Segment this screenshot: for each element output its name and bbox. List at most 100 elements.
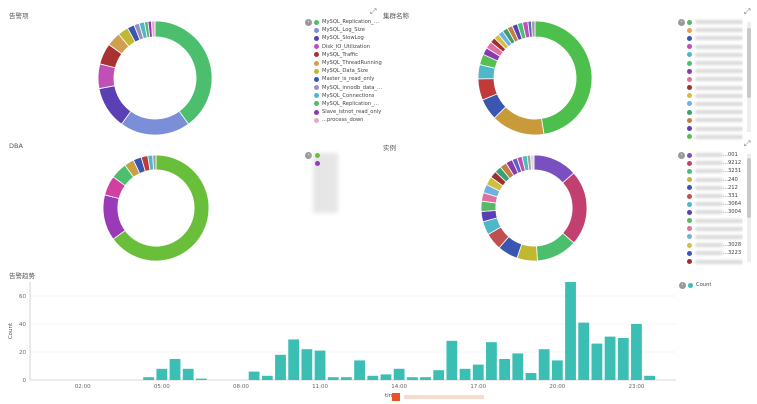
- legend-item-1[interactable]: [687, 26, 743, 34]
- legend-toggle-icon[interactable]: ›: [305, 152, 312, 159]
- bar-9[interactable]: [301, 349, 313, 380]
- donut-slice-0[interactable]: [112, 154, 210, 262]
- legend-item-3[interactable]: [687, 43, 743, 51]
- bar-21[interactable]: [459, 368, 471, 380]
- bar-6[interactable]: [261, 375, 273, 380]
- bar-0[interactable]: [143, 377, 155, 380]
- donut-slice-20[interactable]: [530, 154, 535, 171]
- donut-slice-0[interactable]: [534, 20, 593, 135]
- legend-item-8[interactable]: MySQL_innodb_data_...: [314, 84, 382, 92]
- legend-toggle-icon[interactable]: ›: [305, 19, 312, 26]
- legend-item-6[interactable]: [687, 67, 743, 75]
- legend-scrollbar[interactable]: [747, 154, 751, 262]
- legend-item-9[interactable]: [687, 225, 743, 233]
- legend-toggle-icon[interactable]: ›: [678, 19, 685, 26]
- bar-29[interactable]: [565, 282, 576, 380]
- legend-item-10[interactable]: MySQL_Replication_N...: [314, 100, 382, 108]
- legend-scrollbar[interactable]: [747, 22, 751, 132]
- bar-24[interactable]: [499, 359, 511, 380]
- legend-item-13[interactable]: [687, 257, 743, 265]
- bar-7[interactable]: [275, 354, 286, 380]
- expand-icon[interactable]: ⤢: [370, 7, 377, 16]
- legend-item-6[interactable]: ...3064: [687, 200, 743, 208]
- bar-22[interactable]: [472, 364, 484, 380]
- bar-23[interactable]: [486, 342, 497, 380]
- legend-item-11[interactable]: Slave_istnot_read_only: [314, 108, 382, 116]
- bar-27[interactable]: [538, 349, 550, 380]
- legend-item-3[interactable]: Disk_IO_Utilization: [314, 43, 382, 51]
- bar-14[interactable]: [367, 375, 379, 380]
- legend-item-1[interactable]: ...9212: [687, 159, 743, 167]
- legend-item-6[interactable]: MySQL_Data_Size: [314, 67, 382, 75]
- bar-12[interactable]: [341, 377, 352, 380]
- legend-item-5[interactable]: ...331: [687, 192, 743, 200]
- legend-item-9[interactable]: [687, 92, 743, 100]
- bar-3[interactable]: [182, 368, 194, 380]
- legend-item-7[interactable]: [687, 75, 743, 83]
- legend-item-11[interactable]: [687, 108, 743, 116]
- legend-item-9[interactable]: MySQL_Connections: [314, 92, 382, 100]
- legend-item-14[interactable]: [687, 133, 743, 141]
- donut-slice-8[interactable]: [152, 154, 157, 171]
- legend-item-13[interactable]: [687, 124, 743, 132]
- legend-item-8[interactable]: [687, 84, 743, 92]
- bar-15[interactable]: [380, 374, 392, 380]
- bar-25[interactable]: [512, 353, 524, 380]
- legend-item-10[interactable]: [687, 233, 743, 241]
- donut-slice-1[interactable]: [562, 172, 588, 244]
- legend-item-5[interactable]: [687, 59, 743, 67]
- donut-slice-1[interactable]: [102, 194, 126, 240]
- bar-16[interactable]: [393, 368, 405, 380]
- bar-11[interactable]: [327, 377, 339, 380]
- legend-item-12[interactable]: ...process_down: [314, 116, 382, 124]
- bar-13[interactable]: [354, 360, 365, 380]
- bar-2[interactable]: [169, 359, 181, 380]
- bar-10[interactable]: [314, 350, 326, 380]
- legend-item-0[interactable]: [687, 18, 743, 26]
- legend-item-12[interactable]: ...3223: [687, 249, 743, 257]
- legend-item-0[interactable]: Count: [688, 281, 738, 289]
- bar-8[interactable]: [288, 339, 300, 380]
- bar-1[interactable]: [156, 368, 168, 380]
- expand-icon[interactable]: ⤢: [744, 139, 751, 148]
- bar-17[interactable]: [406, 377, 418, 380]
- legend-toggle-icon[interactable]: ›: [679, 282, 686, 289]
- donut-slice-1[interactable]: [120, 110, 190, 136]
- bar-4[interactable]: [195, 378, 207, 380]
- legend-item-7[interactable]: Master_is_read_only: [314, 75, 382, 83]
- legend-item-12[interactable]: [687, 116, 743, 124]
- legend-item-2[interactable]: ...3231: [687, 167, 743, 175]
- legend-item-2[interactable]: MySQL_SlowLog: [314, 34, 382, 42]
- bar-19[interactable]: [433, 370, 445, 380]
- legend-item-8[interactable]: [687, 217, 743, 225]
- donut-slice-0[interactable]: [154, 20, 213, 125]
- legend-item-0[interactable]: MySQL_Replication_D...: [314, 18, 382, 26]
- donut-slice-17[interactable]: [530, 20, 536, 38]
- scrollbar-thumb[interactable]: [747, 158, 751, 218]
- bar-34[interactable]: [631, 324, 642, 380]
- legend-item-10[interactable]: [687, 100, 743, 108]
- bar-32[interactable]: [604, 336, 616, 380]
- bar-26[interactable]: [525, 373, 537, 380]
- legend-item-4[interactable]: [687, 51, 743, 59]
- legend-toggle-icon[interactable]: ›: [678, 152, 685, 159]
- bar-18[interactable]: [420, 377, 431, 380]
- legend-item-4[interactable]: ...212: [687, 184, 743, 192]
- legend-item-7[interactable]: ...3004: [687, 208, 743, 216]
- bar-35[interactable]: [644, 375, 656, 380]
- legend-item-3[interactable]: ...240: [687, 176, 743, 184]
- bar-20[interactable]: [446, 340, 458, 380]
- legend-item-11[interactable]: ...3028: [687, 241, 743, 249]
- legend-item-0[interactable]: ...001: [687, 151, 743, 159]
- expand-icon[interactable]: ⤢: [744, 7, 751, 16]
- legend-item-5[interactable]: MySQL_ThreadRunning: [314, 59, 382, 67]
- donut-slice-2[interactable]: [98, 85, 132, 125]
- legend-item-4[interactable]: MySQL_Traffic: [314, 51, 382, 59]
- donut-slice-3[interactable]: [97, 63, 116, 90]
- bar-30[interactable]: [578, 322, 590, 380]
- bar-31[interactable]: [591, 343, 603, 380]
- legend-item-2[interactable]: [687, 34, 743, 42]
- bar-33[interactable]: [617, 338, 629, 380]
- bar-5[interactable]: [248, 371, 260, 380]
- legend-item-1[interactable]: MySQL_Log_Size: [314, 26, 382, 34]
